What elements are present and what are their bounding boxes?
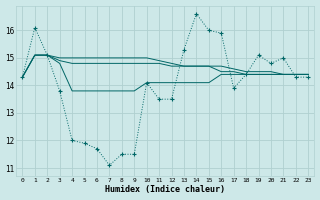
X-axis label: Humidex (Indice chaleur): Humidex (Indice chaleur)	[105, 185, 225, 194]
